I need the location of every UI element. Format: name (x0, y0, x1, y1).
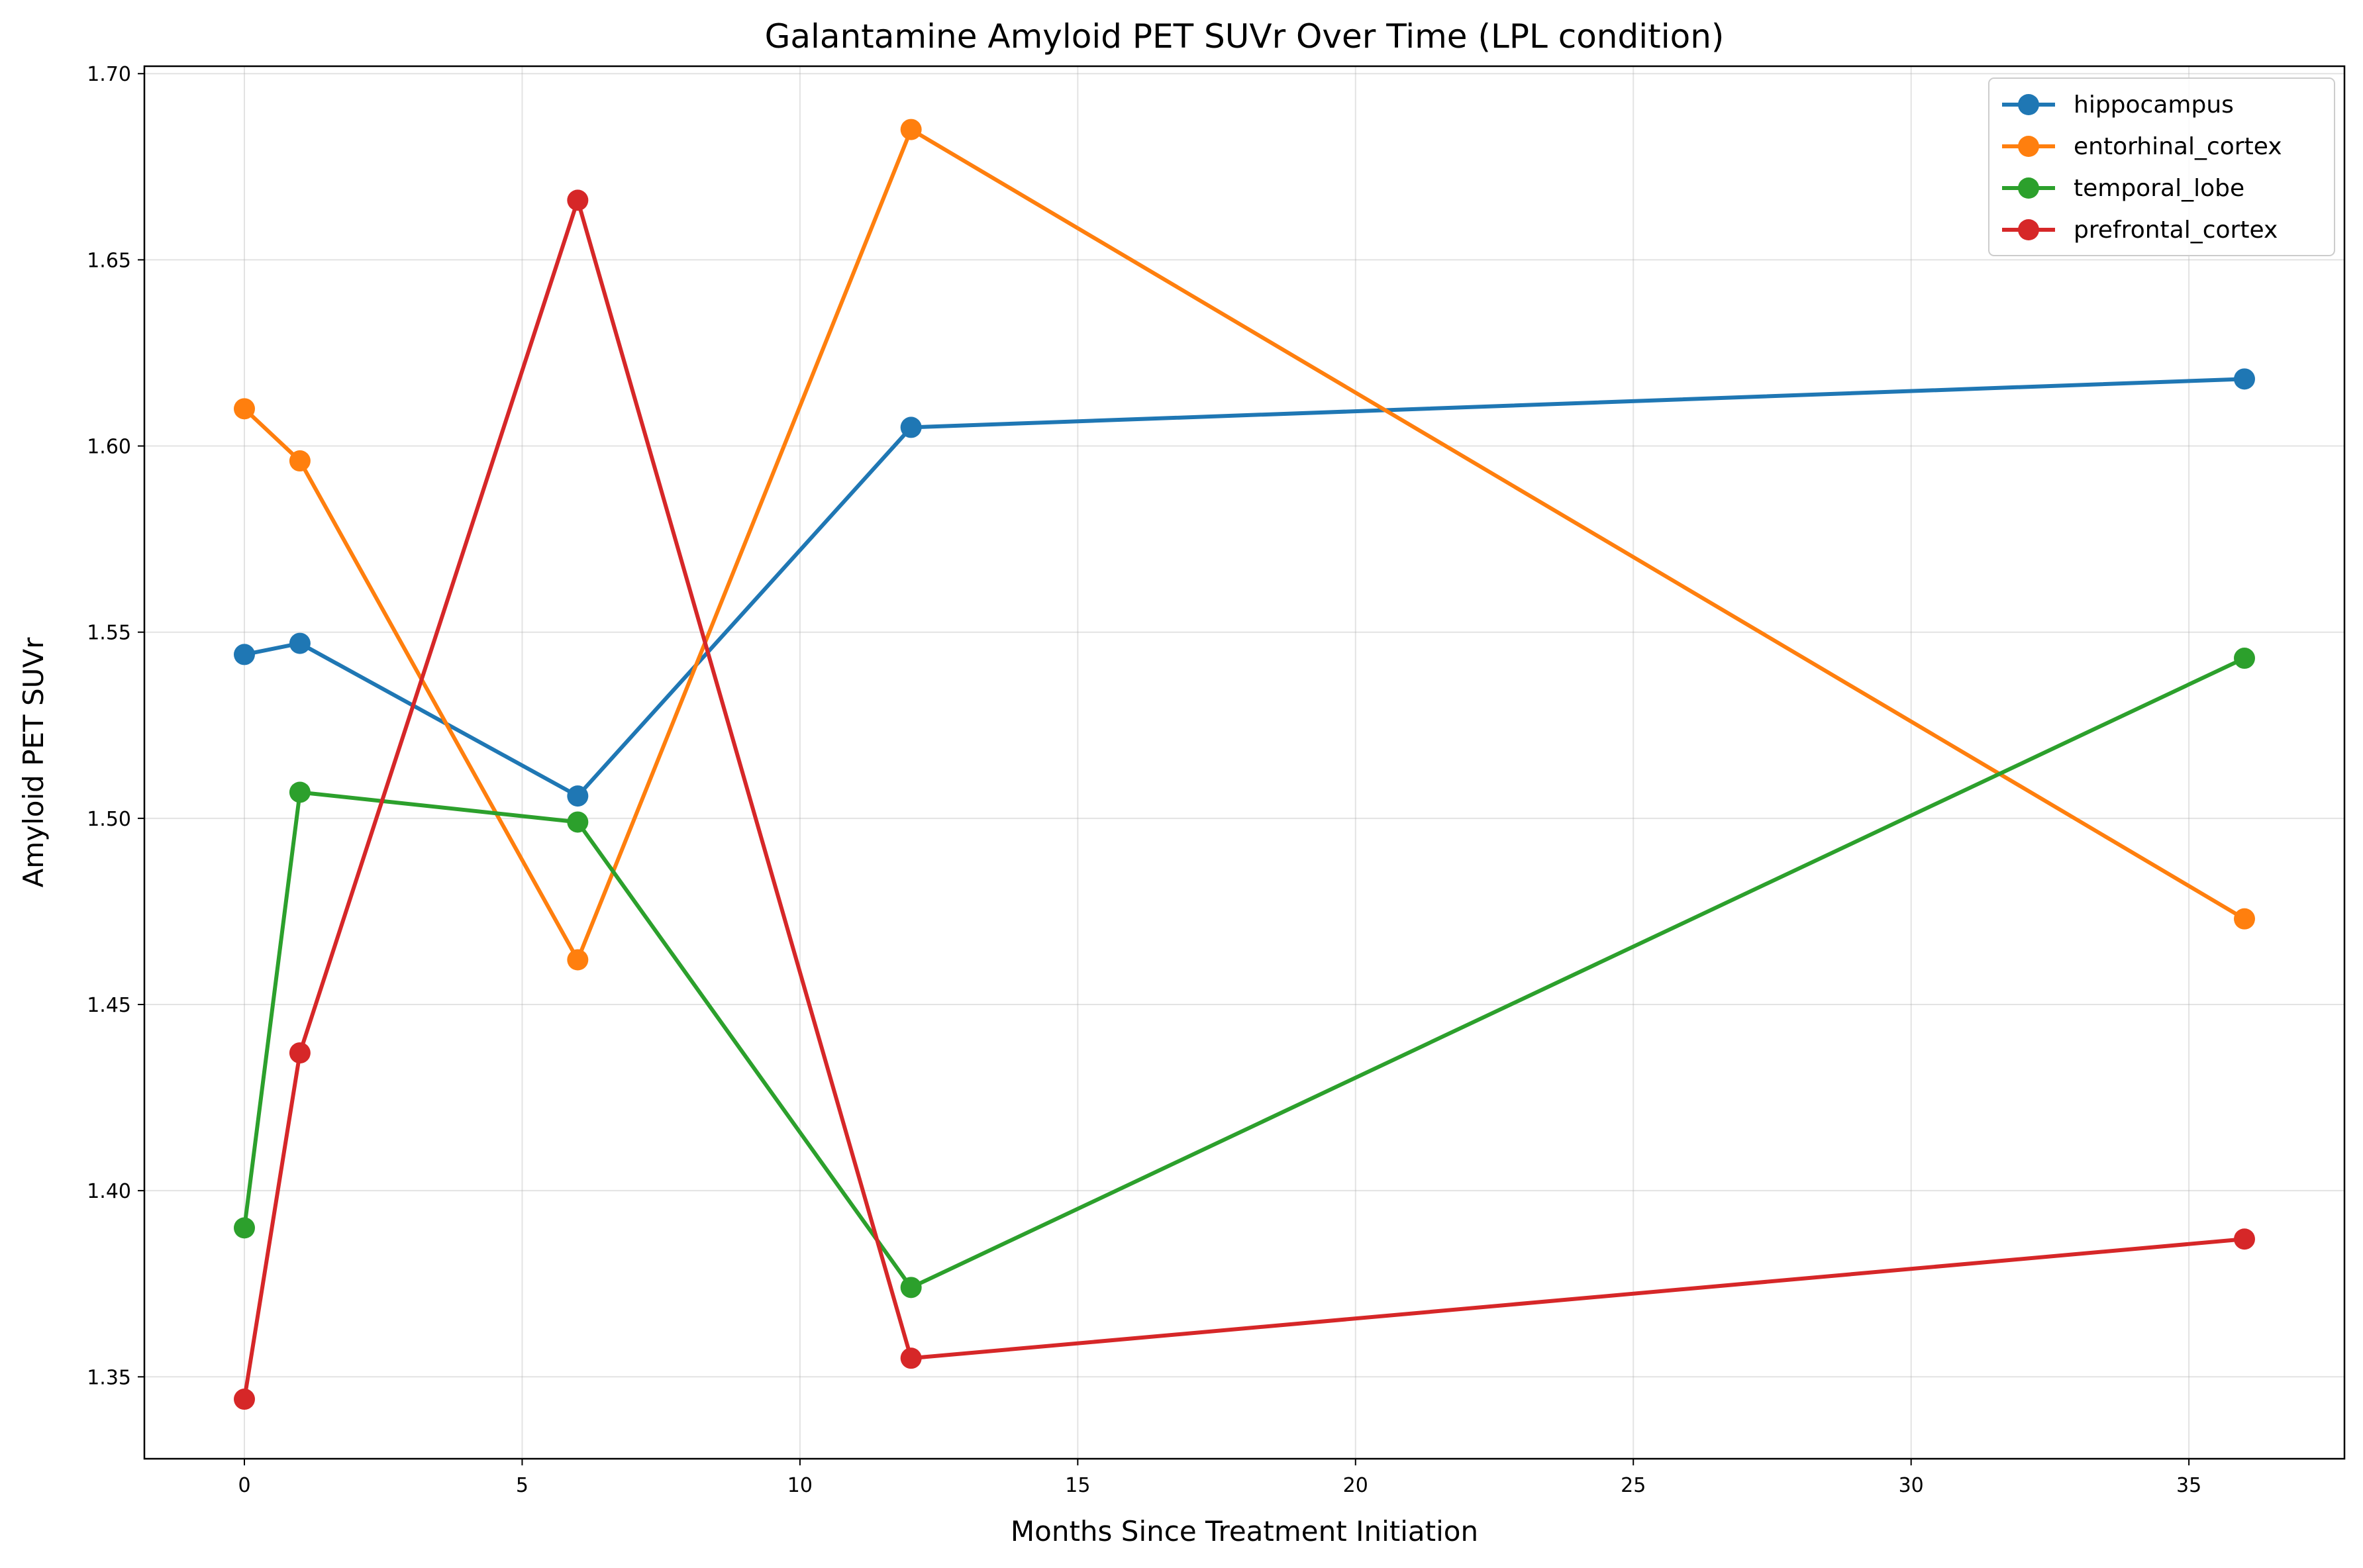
chart-title: Galantamine Amyloid PET SUVr Over Time (… (765, 17, 1725, 56)
legend-item-prefrontal_cortex: prefrontal_cortex (2002, 217, 2278, 244)
x-tick-label: 5 (516, 1474, 528, 1497)
x-tick-label: 30 (1899, 1474, 1924, 1497)
legend-item-entorhinal_cortex: entorhinal_cortex (2002, 133, 2282, 160)
y-axis-title: Amyloid PET SUVr (17, 637, 50, 888)
legend-marker (2018, 177, 2039, 199)
data-point (567, 949, 589, 971)
series-group (234, 119, 2255, 1410)
data-point (567, 811, 589, 833)
y-tick-label: 1.50 (87, 808, 131, 831)
legend-label: entorhinal_cortex (2074, 133, 2282, 160)
data-point (2234, 1228, 2255, 1250)
x-tick-label: 10 (787, 1474, 813, 1497)
x-tick-label: 0 (238, 1474, 250, 1497)
legend-marker (2018, 94, 2039, 115)
y-tick-label: 1.70 (87, 63, 131, 86)
data-point (289, 450, 311, 472)
data-point (567, 785, 589, 807)
x-tick-label: 35 (2176, 1474, 2201, 1497)
y-tick-label: 1.60 (87, 436, 131, 459)
legend-label: prefrontal_cortex (2074, 217, 2278, 244)
data-point (234, 644, 255, 665)
y-tick-label: 1.65 (87, 249, 131, 272)
legend-label: hippocampus (2074, 91, 2234, 119)
plot-frame (143, 65, 2346, 1460)
data-point (900, 1277, 922, 1298)
data-point (567, 189, 589, 211)
y-tick-label: 1.55 (87, 622, 131, 645)
data-point (289, 632, 311, 654)
y-tick-label: 1.40 (87, 1180, 131, 1203)
x-axis-title: Months Since Treatment Initiation (1011, 1515, 1478, 1547)
ticks: 0 5 10 15 20 25 30 35 1.35 1.40 1.45 1.50 1.55 1.60 1.… (87, 63, 2201, 1497)
legend-item-hippocampus: hippocampus (2002, 91, 2234, 119)
legend-marker (2018, 219, 2039, 240)
legend: hippocampus entorhinal_cortex temporal_lob… (1988, 77, 2335, 256)
data-point (289, 1042, 311, 1064)
data-point (900, 119, 922, 140)
legend-marker (2018, 136, 2039, 157)
legend-label: temporal_lobe (2074, 175, 2244, 202)
series-hippocampus (234, 368, 2255, 807)
series-entorhinal_cortex (234, 119, 2255, 971)
data-point (234, 1217, 255, 1239)
data-point (234, 1389, 255, 1410)
x-tick-label: 25 (1621, 1474, 1646, 1497)
data-point (900, 1348, 922, 1369)
series-temporal_lobe (234, 648, 2255, 1298)
data-point (900, 416, 922, 438)
series-prefrontal_cortex (234, 189, 2255, 1410)
y-tick-label: 1.35 (87, 1366, 131, 1389)
data-point (2234, 368, 2255, 390)
x-tick-label: 15 (1065, 1474, 1090, 1497)
data-point (234, 398, 255, 420)
data-point (289, 781, 311, 803)
legend-box (1988, 77, 2335, 256)
x-tick-label: 20 (1343, 1474, 1368, 1497)
legend-item-temporal_lobe: temporal_lobe (2002, 175, 2244, 202)
data-point (2234, 648, 2255, 669)
y-tick-label: 1.45 (87, 994, 131, 1017)
data-point (2234, 908, 2255, 930)
grid (144, 66, 2344, 1459)
